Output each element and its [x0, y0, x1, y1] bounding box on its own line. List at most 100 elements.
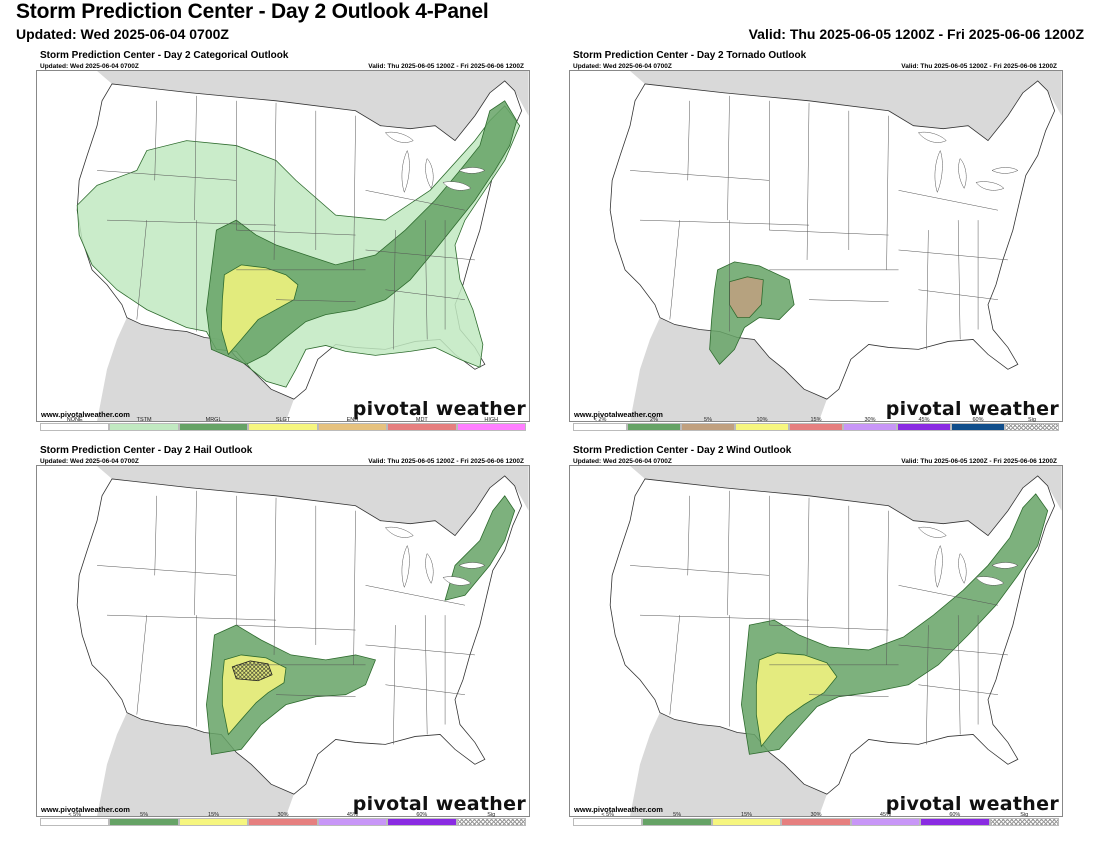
legend-label: Sig — [1020, 812, 1029, 818]
legend-swatch: 30% — [843, 417, 897, 431]
legend-swatch: HIGH — [456, 417, 526, 431]
legend-label: 5% — [140, 812, 149, 818]
legend-label: 45% — [918, 417, 930, 423]
brand-logo: pivotal weather — [352, 398, 526, 420]
legend-label: 15% — [741, 812, 753, 818]
legend-label: Sig — [1028, 417, 1036, 423]
legend-swatch: 15% — [789, 417, 843, 431]
legend-label: 10% — [756, 417, 768, 423]
legend-tornado: < 2% 2% 5% 10% 15% 30% 45% 60% Sig — [573, 417, 1059, 431]
legend-label: 30% — [864, 417, 876, 423]
outlook-map — [570, 71, 1062, 421]
legend-swatch: 30% — [248, 812, 318, 826]
legend-label: 60% — [949, 812, 961, 818]
brand-logo: pivotal weather — [885, 398, 1059, 420]
legend-label: 15% — [810, 417, 822, 423]
legend-label: Sig — [487, 812, 496, 818]
legend-swatch: 45% — [850, 812, 921, 826]
panel-valid: Valid: Thu 2025-06-05 1200Z - Fri 2025-0… — [368, 63, 524, 70]
site-url: www.pivotalweather.com — [41, 410, 130, 419]
state-borders — [630, 490, 1008, 745]
legend-categorical: NONE TSTM MRGL SLGT ENH MDT HIGH — [40, 417, 526, 431]
usa-land — [76, 475, 523, 795]
legend-swatch: ENH — [317, 417, 388, 431]
legend-label: 5% — [704, 417, 712, 423]
legend-swatch: < 2% — [573, 417, 627, 431]
legend-label: 2% — [650, 417, 658, 423]
legend-swatch: 60% — [387, 812, 457, 826]
risk-area-1 — [206, 495, 516, 755]
panel-updated: Updated: Wed 2025-06-04 0700Z — [40, 458, 139, 465]
legend-label: < 2% — [593, 417, 607, 423]
legend-swatch: Sig — [1005, 417, 1059, 431]
risk-area-2 — [729, 276, 764, 318]
legend-swatch: Sig — [989, 812, 1059, 826]
legend-label: 5% — [673, 812, 682, 818]
legend-label: NONE — [66, 417, 83, 423]
legend-swatch: NONE — [40, 417, 110, 431]
panel-valid: Valid: Thu 2025-06-05 1200Z - Fri 2025-0… — [368, 458, 524, 465]
panel-valid: Valid: Thu 2025-06-05 1200Z - Fri 2025-0… — [901, 63, 1057, 70]
map-categorical: www.pivotalweather.com pivotal weather — [36, 70, 530, 422]
panel-hail: Storm Prediction Center - Day 2 Hail Out… — [36, 445, 530, 827]
map-hail: www.pivotalweather.com pivotal weather — [36, 465, 530, 817]
outlook-map — [37, 71, 529, 421]
mexico-land — [630, 712, 827, 816]
legend-swatch: 45% — [317, 812, 388, 826]
panel-updated: Updated: Wed 2025-06-04 0700Z — [573, 63, 672, 70]
great-lakes — [384, 131, 486, 194]
panel-tornado: Storm Prediction Center - Day 2 Tornado … — [569, 50, 1063, 432]
outlook-map — [37, 466, 529, 816]
significant-hail-area — [231, 660, 273, 682]
state-borders — [97, 490, 475, 745]
state-borders — [630, 95, 1008, 350]
risk-area-2 — [755, 652, 838, 748]
page-title: Storm Prediction Center - Day 2 Outlook … — [16, 0, 489, 23]
legend-label: ENH — [346, 417, 359, 423]
legend-label: 60% — [972, 417, 984, 423]
legend-swatch: 10% — [735, 417, 789, 431]
legend-label: MDT — [415, 417, 428, 423]
legend-label: TSTM — [136, 417, 152, 423]
legend-label: 15% — [208, 812, 220, 818]
panel-title: Storm Prediction Center - Day 2 Hail Out… — [40, 445, 253, 456]
legend-swatch: 30% — [781, 812, 851, 826]
legend-swatch: 15% — [711, 812, 782, 826]
brand-logo: pivotal weather — [352, 793, 526, 815]
legend-swatch: 5% — [642, 812, 712, 826]
panel-valid: Valid: Thu 2025-06-05 1200Z - Fri 2025-0… — [901, 458, 1057, 465]
legend-swatch: < 5% — [573, 812, 643, 826]
legend-label: < 5% — [68, 812, 82, 818]
canada-land — [97, 466, 529, 536]
panel-title: Storm Prediction Center - Day 2 Categori… — [40, 50, 289, 61]
mexico-land — [630, 317, 827, 421]
site-url: www.pivotalweather.com — [41, 805, 130, 814]
legend-label: 45% — [346, 812, 358, 818]
legend-label: < 5% — [601, 812, 615, 818]
panel-updated: Updated: Wed 2025-06-04 0700Z — [573, 458, 672, 465]
legend-swatch: TSTM — [109, 417, 179, 431]
legend-label: SLGT — [275, 417, 291, 423]
legend-swatch: 45% — [897, 417, 951, 431]
map-tornado: www.pivotalweather.com pivotal weather — [569, 70, 1063, 422]
risk-area-3 — [220, 264, 299, 356]
legend-swatch: 15% — [178, 812, 249, 826]
mexico-land — [97, 317, 294, 421]
legend-swatch: SLGT — [248, 417, 318, 431]
legend-swatch: 2% — [627, 417, 681, 431]
great-lakes — [384, 526, 486, 589]
legend-swatch: 5% — [681, 417, 735, 431]
legend-label: 30% — [810, 812, 822, 818]
mexico-land — [97, 712, 294, 816]
legend-swatch: 60% — [920, 812, 990, 826]
legend-label: MRGL — [205, 417, 222, 423]
legend-hail: < 5% 5% 15% 30% 45% 60% Sig — [40, 812, 526, 826]
canada-land — [97, 71, 529, 141]
legend-swatch: < 5% — [40, 812, 110, 826]
great-lakes — [917, 526, 1019, 589]
updated-label: Updated: Wed 2025-06-04 0700Z — [16, 26, 229, 42]
legend-wind: < 5% 5% 15% 30% 45% 60% Sig — [573, 812, 1059, 826]
brand-logo: pivotal weather — [885, 793, 1059, 815]
legend-swatch: 60% — [951, 417, 1005, 431]
panel-wind: Storm Prediction Center - Day 2 Wind Out… — [569, 445, 1063, 827]
